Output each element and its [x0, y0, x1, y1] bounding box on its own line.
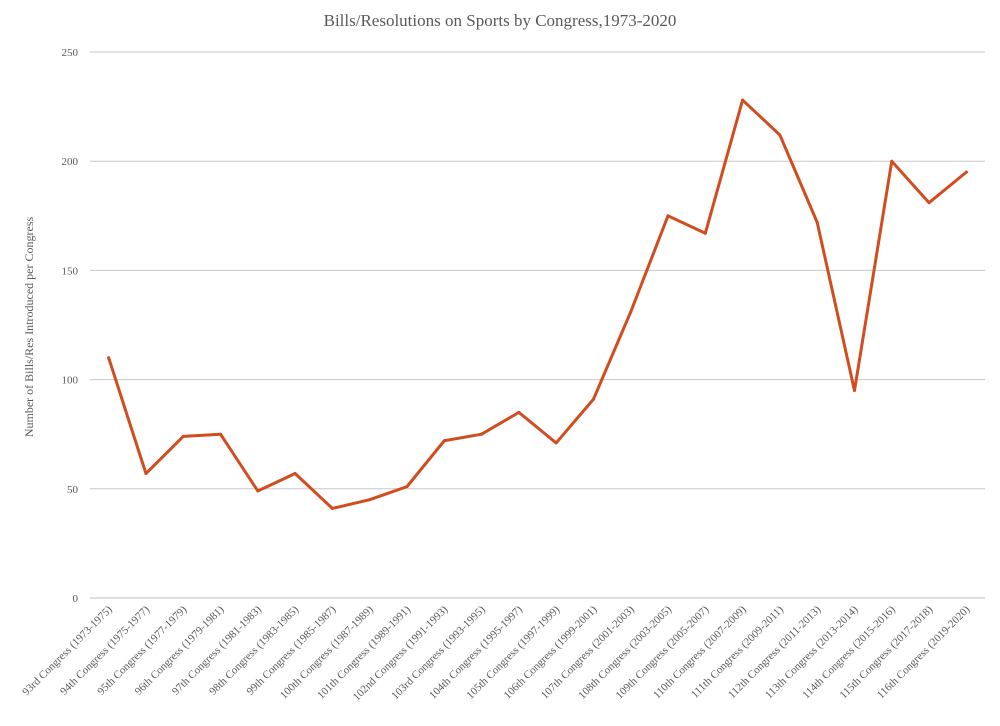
- data-point: [629, 310, 633, 314]
- data-point: [554, 441, 558, 445]
- data-point: [517, 410, 521, 414]
- series-line: [107, 98, 968, 510]
- data-point: [741, 98, 745, 102]
- data-point: [927, 201, 931, 205]
- data-point: [293, 472, 297, 476]
- y-tick-label: 200: [62, 156, 79, 168]
- y-axis-ticks: 0 50 100 150 200 250: [62, 47, 79, 605]
- data-point: [442, 439, 446, 443]
- y-tick-label: 50: [67, 484, 79, 496]
- data-point: [852, 389, 856, 393]
- data-point: [964, 170, 968, 174]
- data-point: [256, 489, 260, 493]
- y-tick-label: 100: [62, 375, 79, 387]
- data-point: [219, 432, 223, 436]
- data-point: [778, 133, 782, 137]
- chart-title: Bills/Resolutions on Sports by Congress,…: [324, 11, 677, 30]
- gridlines: [90, 51, 985, 599]
- y-axis-label: Number of Bills/Res Introduced per Congr…: [22, 217, 36, 438]
- data-point: [890, 159, 894, 163]
- data-point: [107, 356, 111, 360]
- y-tick-label: 150: [62, 265, 79, 277]
- data-point: [405, 485, 409, 489]
- data-point: [703, 231, 707, 235]
- data-point: [666, 214, 670, 218]
- data-point: [144, 472, 148, 476]
- data-point: [480, 432, 484, 436]
- data-point: [591, 397, 595, 401]
- y-tick-label: 250: [62, 47, 79, 59]
- x-axis-ticks: 93rd Congress (1973-1975)94th Congress (…: [20, 603, 972, 703]
- data-point: [368, 498, 372, 502]
- data-point: [815, 220, 819, 224]
- series-layer: [107, 98, 968, 510]
- data-point: [330, 506, 334, 510]
- data-point: [181, 434, 185, 438]
- y-tick-label: 0: [73, 593, 79, 605]
